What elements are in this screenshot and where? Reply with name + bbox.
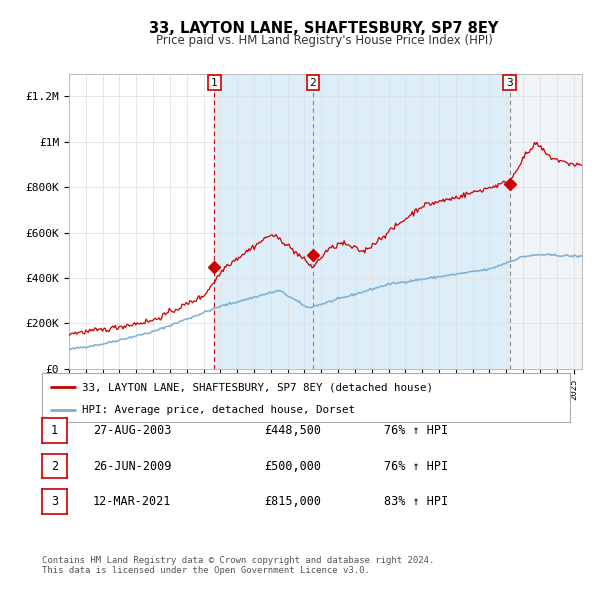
Text: £500,000: £500,000 [264, 460, 321, 473]
Text: 33, LAYTON LANE, SHAFTESBURY, SP7 8EY: 33, LAYTON LANE, SHAFTESBURY, SP7 8EY [149, 21, 499, 35]
Text: HPI: Average price, detached house, Dorset: HPI: Average price, detached house, Dors… [82, 405, 355, 415]
Text: Price paid vs. HM Land Registry's House Price Index (HPI): Price paid vs. HM Land Registry's House … [155, 34, 493, 47]
Text: Contains HM Land Registry data © Crown copyright and database right 2024.
This d: Contains HM Land Registry data © Crown c… [42, 556, 434, 575]
Text: 27-AUG-2003: 27-AUG-2003 [93, 424, 172, 437]
Text: 1: 1 [51, 424, 58, 437]
Text: 83% ↑ HPI: 83% ↑ HPI [384, 495, 448, 508]
Text: £815,000: £815,000 [264, 495, 321, 508]
Text: 3: 3 [506, 78, 513, 87]
Text: 2: 2 [51, 460, 58, 473]
Text: 1: 1 [211, 78, 218, 87]
Text: 76% ↑ HPI: 76% ↑ HPI [384, 424, 448, 437]
Text: 33, LAYTON LANE, SHAFTESBURY, SP7 8EY (detached house): 33, LAYTON LANE, SHAFTESBURY, SP7 8EY (d… [82, 382, 433, 392]
Text: £448,500: £448,500 [264, 424, 321, 437]
Text: 3: 3 [51, 495, 58, 508]
Bar [214, 74, 509, 369]
Text: 26-JUN-2009: 26-JUN-2009 [93, 460, 172, 473]
Text: 2: 2 [310, 78, 316, 87]
Bar [509, 74, 582, 369]
Text: 12-MAR-2021: 12-MAR-2021 [93, 495, 172, 508]
Text: 76% ↑ HPI: 76% ↑ HPI [384, 460, 448, 473]
